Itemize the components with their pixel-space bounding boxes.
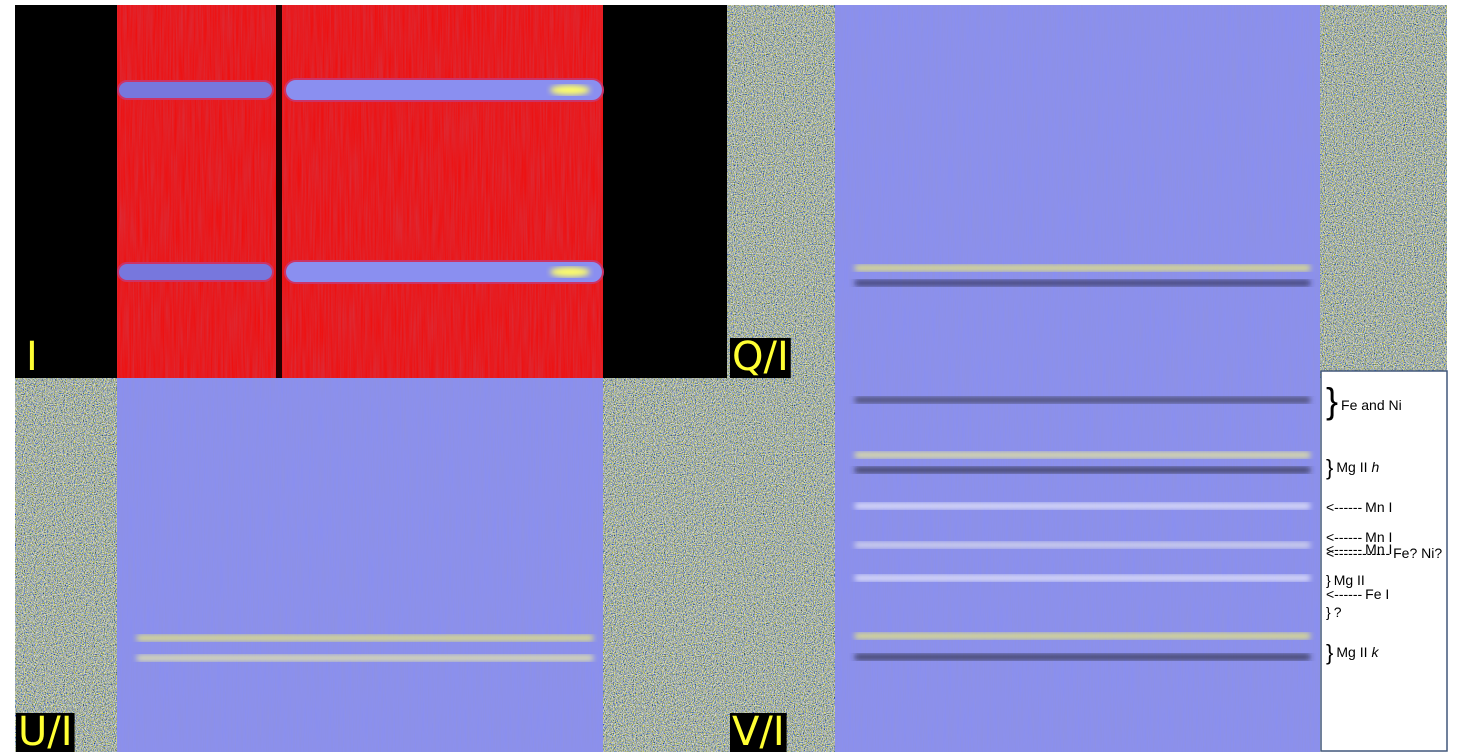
annotation-text: Mn I <box>1365 499 1392 515</box>
spectrum-texture <box>117 378 603 752</box>
annotation-text: Fe? Ni? <box>1393 545 1442 561</box>
annotation-italic: h <box>1371 459 1379 475</box>
annotation: <------Fe I <box>1326 586 1389 602</box>
spectral-band <box>855 265 1310 271</box>
panel-label: U/I <box>18 709 73 752</box>
spectral-band <box>855 467 1310 473</box>
annotation: <------Mn I <box>1326 541 1392 557</box>
annotation-italic: k <box>1371 644 1379 660</box>
annotation-text: Mn I <box>1365 541 1392 557</box>
annotation: <------Mn I <box>1326 499 1392 515</box>
annotation: }? <box>1326 604 1342 620</box>
annotation-text: ? <box>1334 604 1342 620</box>
line-core <box>550 267 590 277</box>
panel-label: Q/I <box>732 334 789 380</box>
spectrum-texture <box>117 5 603 378</box>
annotation-box <box>1321 371 1447 751</box>
spectral-band <box>137 635 593 641</box>
annotation-text: Mg II <box>1336 644 1367 660</box>
annotation-marker: } <box>1326 380 1338 421</box>
panel-label: I <box>26 334 38 380</box>
annotation-text: Mg II <box>1336 459 1367 475</box>
spectral-band <box>855 397 1310 403</box>
page: IQ/IU/IV/I}Fe and Ni}Mg IIh<------Mn I<-… <box>0 0 1483 752</box>
spectral-band <box>855 452 1310 458</box>
figure: IQ/IU/IV/I}Fe and Ni}Mg IIh<------Mn I<-… <box>0 0 1483 752</box>
line-core <box>550 85 590 95</box>
panel-label: V/I <box>732 709 785 752</box>
line-profile <box>118 263 273 281</box>
spectrum-texture <box>835 378 1320 752</box>
spectral-band <box>855 280 1310 286</box>
spectrum-texture <box>835 5 1320 378</box>
spectral-band <box>855 503 1310 509</box>
annotation-text: Fe I <box>1365 586 1389 602</box>
annotation-marker: <------ <box>1326 541 1362 557</box>
annotation-marker: <------ <box>1326 499 1362 515</box>
spectral-band <box>137 655 593 661</box>
spectral-band <box>855 633 1310 639</box>
annotation-marker: <------ <box>1326 586 1362 602</box>
annotation-text: Fe and Ni <box>1341 397 1402 413</box>
spectral-band <box>855 542 1310 548</box>
annotation-marker: } <box>1326 640 1333 665</box>
dark-line <box>276 5 282 378</box>
line-profile <box>118 81 273 99</box>
spectral-band <box>855 654 1310 660</box>
annotation-marker: } <box>1326 604 1331 620</box>
annotation-marker: } <box>1326 455 1333 480</box>
spectral-band <box>855 575 1310 581</box>
